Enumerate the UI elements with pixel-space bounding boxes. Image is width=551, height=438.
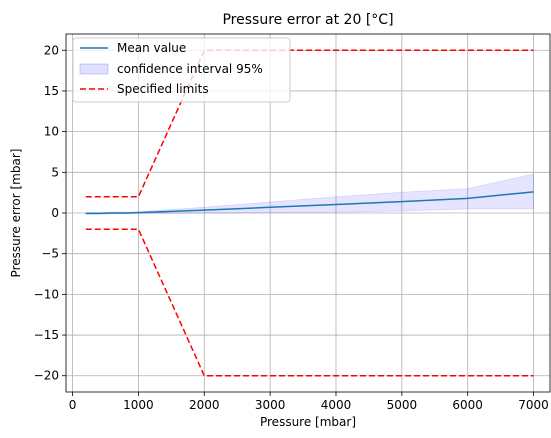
legend-label-confidence-interval: confidence interval 95% — [117, 62, 263, 76]
x-tick-label: 5000 — [387, 398, 418, 412]
legend-box — [72, 37, 291, 103]
confidence-band-layer — [85, 173, 534, 215]
x-tick-label: 0 — [69, 398, 77, 412]
y-tick-label: 20 — [44, 43, 59, 57]
x-tick-label: 4000 — [321, 398, 352, 412]
y-tick-label: 0 — [51, 206, 59, 220]
mean-value-line — [85, 191, 534, 215]
y-tick-label: 15 — [44, 84, 59, 98]
x-tick-label: 1000 — [123, 398, 154, 412]
legend-label-specified-limits: Specified limits — [117, 82, 209, 96]
y-tick-label: −10 — [34, 287, 59, 301]
lower-limit-line — [85, 228, 534, 377]
tick-layer: 0 1000 2000 3000 4000 5000 6000 7000 −20 −15 −10 −5… — [34, 43, 549, 412]
series-layer — [85, 49, 534, 377]
x-tick-label: 6000 — [452, 398, 483, 412]
x-tick-label: 3000 — [255, 398, 286, 412]
x-axis-title: Pressure [mbar] — [260, 415, 356, 429]
y-tick-label: −20 — [34, 369, 59, 383]
legend: Mean value confidence interval 95% Speci… — [72, 37, 291, 103]
legend-swatch-confidence-interval — [79, 63, 109, 75]
x-tick-label: 2000 — [189, 398, 220, 412]
chart-title: Pressure error at 20 [°C] — [222, 12, 393, 28]
y-axis-title: Pressure error [mbar] — [9, 149, 23, 278]
y-tick-label: 10 — [44, 125, 59, 139]
legend-label-mean-value: Mean value — [117, 41, 186, 55]
y-tick-label: 5 — [51, 165, 59, 179]
x-tick-label: 7000 — [518, 398, 549, 412]
y-tick-label: −5 — [41, 247, 59, 261]
y-tick-label: −15 — [34, 328, 59, 342]
confidence-band — [85, 173, 534, 215]
